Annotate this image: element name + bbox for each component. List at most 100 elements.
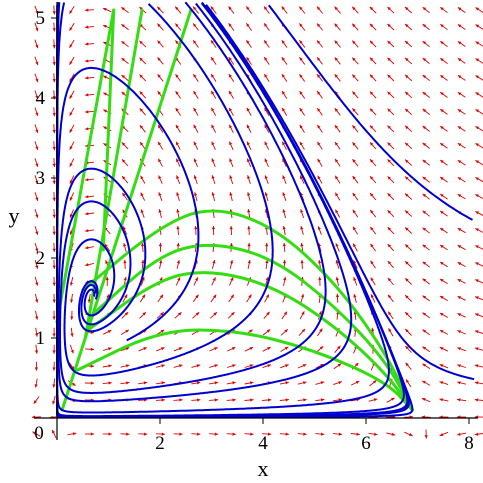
- field-arrow: [158, 175, 163, 184]
- field-arrow: [404, 210, 413, 217]
- field-arrow: [138, 381, 148, 385]
- field-arrow: [246, 23, 252, 31]
- field-arrow: [334, 74, 341, 82]
- field-arrow: [262, 364, 272, 369]
- field-arrow: [245, 6, 253, 14]
- field-arrow: [369, 108, 377, 116]
- field-arrow: [369, 57, 377, 65]
- field-arrow: [422, 346, 431, 353]
- field-arrow: [67, 432, 77, 436]
- field-arrow: [139, 124, 146, 133]
- field-arrow: [334, 107, 341, 116]
- field-arrow: [299, 40, 306, 48]
- y-tick-label: 3: [36, 168, 46, 189]
- field-arrow: [457, 381, 467, 385]
- field-arrow: [404, 294, 413, 302]
- field-arrow: [404, 159, 413, 166]
- field-arrow: [334, 175, 341, 184]
- field-arrow: [351, 57, 359, 65]
- field-arrow: [475, 58, 483, 64]
- field-arrow: [123, 259, 127, 269]
- field-arrow: [281, 6, 288, 14]
- field-arrow: [422, 176, 430, 183]
- field-arrow: [34, 158, 39, 168]
- field-arrow: [439, 278, 448, 285]
- field-arrow: [264, 294, 270, 303]
- field-arrow: [351, 23, 359, 31]
- field-arrow: [316, 23, 324, 31]
- field-arrow: [175, 73, 182, 82]
- field-arrow: [34, 175, 39, 185]
- field-arrow: [227, 346, 236, 352]
- field-arrow: [404, 125, 413, 133]
- field-arrow: [387, 57, 395, 65]
- field-arrow: [457, 108, 466, 115]
- field-arrow: [85, 347, 95, 351]
- field-arrow: [439, 108, 448, 115]
- field-arrow: [369, 158, 377, 167]
- field-arrow: [281, 107, 288, 116]
- field-arrow: [316, 90, 323, 99]
- field-arrow: [315, 432, 325, 436]
- field-arrow: [210, 56, 217, 65]
- field-arrow: [300, 242, 304, 252]
- field-arrow: [247, 192, 251, 202]
- field-arrow: [175, 277, 181, 286]
- field-arrow: [175, 124, 181, 133]
- field-arrow: [228, 73, 235, 82]
- field-arrow: [262, 329, 271, 336]
- field-arrow: [247, 175, 251, 185]
- field-arrow: [70, 276, 74, 286]
- field-arrow: [387, 142, 395, 150]
- field-arrow: [439, 125, 448, 132]
- field-arrow: [70, 293, 74, 303]
- field-arrow: [457, 57, 466, 64]
- field-arrow: [34, 259, 39, 269]
- field-arrow: [52, 107, 56, 117]
- field-arrow: [422, 261, 430, 268]
- field-arrow: [52, 22, 56, 32]
- field-arrow: [280, 346, 289, 352]
- field-arrow: [422, 91, 430, 98]
- field-arrow: [226, 398, 236, 402]
- green-curve-7: [86, 271, 414, 412]
- field-arrow: [299, 311, 305, 320]
- field-arrow: [85, 93, 95, 97]
- field-arrow: [176, 209, 180, 218]
- field-arrow: [69, 124, 75, 133]
- green-curve-2: [55, 8, 116, 324]
- field-arrow: [335, 293, 340, 303]
- field-arrow: [334, 6, 341, 14]
- y-tick-label: 5: [36, 8, 46, 29]
- field-arrow: [139, 311, 147, 319]
- field-arrow: [193, 124, 199, 133]
- field-arrow: [210, 73, 217, 82]
- field-arrow: [439, 244, 448, 251]
- field-arrow: [475, 143, 483, 149]
- field-arrow: [34, 192, 39, 202]
- field-arrow: [228, 107, 234, 116]
- field-arrow: [352, 192, 359, 201]
- field-arrow: [85, 42, 95, 46]
- field-arrow: [138, 347, 148, 352]
- field-arrow: [457, 278, 466, 284]
- field-arrow: [210, 294, 217, 303]
- field-arrow: [369, 192, 377, 201]
- field-arrow: [283, 276, 287, 286]
- field-arrow: [316, 107, 323, 116]
- x-tick-label: 2: [155, 433, 165, 454]
- field-arrow: [388, 328, 394, 337]
- field-arrow: [156, 311, 165, 319]
- field-arrow: [157, 23, 164, 31]
- field-arrow: [211, 259, 216, 269]
- field-arrow: [387, 6, 395, 14]
- field-arrow: [457, 295, 466, 301]
- field-arrow: [439, 142, 448, 149]
- field-arrow: [404, 260, 413, 268]
- field-arrow: [69, 90, 75, 99]
- field-arrow: [281, 40, 288, 48]
- field-arrow: [404, 91, 413, 99]
- field-arrow: [424, 429, 428, 439]
- field-arrow: [439, 210, 448, 217]
- field-arrow: [141, 259, 145, 269]
